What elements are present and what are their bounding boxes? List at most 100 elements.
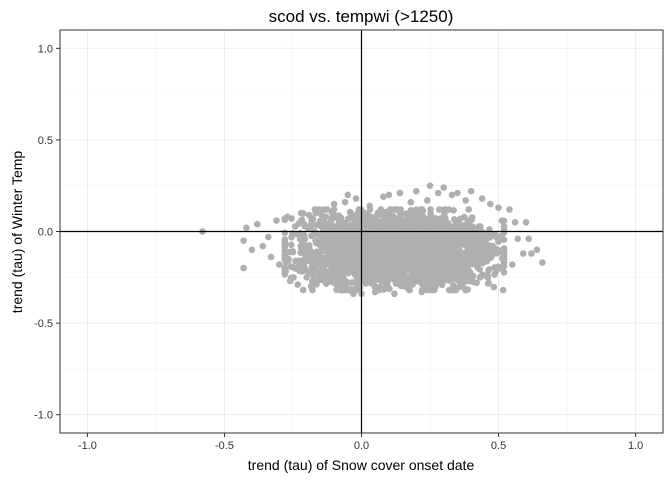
data-point [332, 268, 339, 276]
data-point [509, 261, 516, 268]
data-point [288, 241, 295, 249]
data-point [448, 234, 455, 241]
data-point [310, 275, 318, 283]
data-point [335, 221, 342, 228]
data-point [296, 235, 304, 243]
data-point [303, 274, 311, 281]
data-point [443, 269, 451, 276]
data-point [296, 267, 303, 275]
data-point [375, 229, 382, 236]
data-point [371, 288, 379, 296]
data-point [422, 244, 430, 251]
data-points [199, 182, 546, 298]
data-point [434, 249, 441, 256]
data-point [342, 268, 349, 276]
data-point [345, 248, 353, 255]
data-point [484, 272, 491, 279]
data-point [476, 274, 484, 281]
data-point [464, 252, 472, 259]
data-point [522, 219, 530, 226]
data-point [533, 246, 541, 254]
data-point [467, 229, 474, 236]
data-point [289, 248, 297, 255]
data-point [394, 249, 402, 256]
chart-title: scod vs. tempwi (>1250) [269, 7, 454, 26]
data-point [402, 283, 409, 290]
data-point [450, 286, 458, 294]
data-point [342, 261, 350, 268]
data-point [445, 286, 453, 294]
data-point [474, 254, 482, 262]
data-point [373, 217, 380, 224]
data-point [490, 283, 498, 291]
data-point [391, 290, 398, 298]
data-point [495, 204, 502, 211]
data-point [348, 279, 356, 286]
data-point [407, 198, 415, 206]
data-point [455, 227, 462, 234]
data-point [442, 261, 449, 269]
data-point [301, 235, 309, 243]
data-point [412, 257, 420, 265]
data-point [378, 237, 386, 245]
data-point [286, 277, 294, 285]
x-axis-ticks: -1.0 -0.5 0.0 0.5 1.0 [78, 433, 643, 452]
data-point [492, 264, 500, 272]
data-point [259, 242, 267, 250]
data-point [396, 206, 404, 213]
data-point [337, 214, 345, 222]
data-point [302, 265, 309, 273]
data-point [376, 283, 384, 291]
data-point [385, 268, 393, 275]
data-point [463, 270, 470, 277]
data-point [403, 233, 411, 240]
x-tick-label: 1.0 [628, 440, 643, 452]
data-point [464, 243, 471, 251]
y-axis-title: trend (tau) of Winter Temp [9, 151, 25, 314]
data-point [309, 271, 317, 278]
data-point [456, 260, 463, 268]
data-point [248, 246, 256, 254]
data-point [438, 281, 446, 289]
data-point [355, 279, 363, 287]
data-point [387, 237, 394, 244]
data-point [425, 234, 433, 241]
data-point [381, 257, 389, 265]
data-point [412, 263, 420, 270]
data-point [424, 218, 431, 225]
data-point [299, 286, 307, 294]
data-point [485, 267, 492, 274]
data-point [456, 246, 463, 253]
data-point [519, 250, 527, 257]
data-point [467, 278, 474, 285]
data-point [293, 230, 301, 238]
data-point [417, 246, 424, 253]
data-point [396, 241, 404, 249]
data-point [240, 264, 247, 272]
data-point [370, 281, 378, 289]
data-point [440, 184, 448, 191]
data-point [451, 222, 458, 230]
data-point [476, 223, 483, 230]
data-point [329, 249, 336, 257]
data-point [240, 237, 247, 244]
data-point [434, 189, 442, 197]
data-point [288, 234, 295, 241]
data-point [326, 234, 334, 241]
data-point [409, 246, 417, 254]
data-point [489, 242, 497, 250]
data-point [369, 246, 377, 254]
data-point [388, 249, 395, 257]
data-point [440, 206, 447, 214]
data-point [432, 259, 439, 267]
data-point [267, 253, 275, 261]
data-point [336, 240, 344, 247]
data-point [308, 217, 316, 224]
data-point [433, 218, 440, 226]
data-point [285, 255, 292, 263]
data-point [539, 259, 546, 266]
data-point [365, 235, 372, 243]
data-point [426, 251, 433, 259]
data-point [321, 224, 329, 232]
data-point [388, 206, 395, 213]
